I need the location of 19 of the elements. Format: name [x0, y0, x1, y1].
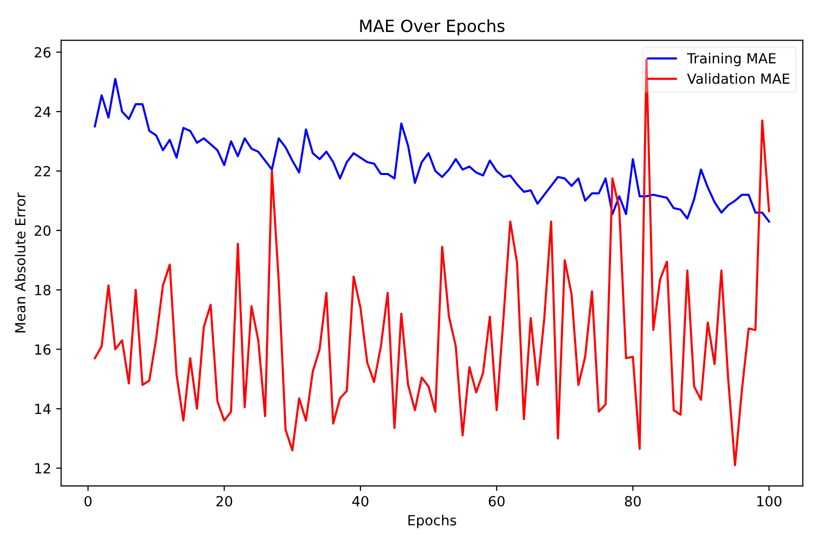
y-tick-label: 20 [34, 225, 50, 236]
y-tick-label: 14 [35, 404, 51, 414]
y-tick-label: 16 [35, 344, 51, 355]
chart-title: MAE Over Epochs [360, 19, 504, 36]
y-tick-label: 24 [34, 106, 51, 117]
x-tick-label: 0 [84, 496, 92, 506]
y-tick-label: 22 [34, 166, 50, 176]
y-axis-title: Mean Absolute Error [14, 192, 26, 332]
x-tick-label: 60 [488, 496, 505, 506]
y-tick-label: 12 [35, 463, 50, 474]
x-tick-label: 20 [216, 496, 232, 506]
x-tick-label: 40 [352, 496, 368, 506]
legend-label: Validation MAE [687, 73, 790, 84]
x-axis-title: Epochs [408, 514, 456, 528]
y-tick-label: 18 [35, 284, 50, 296]
y-tick-label: 26 [34, 47, 51, 58]
legend-label: Training MAE [686, 52, 776, 66]
x-tick-label: 80 [624, 496, 641, 506]
x-tick-label: 100 [757, 496, 782, 506]
